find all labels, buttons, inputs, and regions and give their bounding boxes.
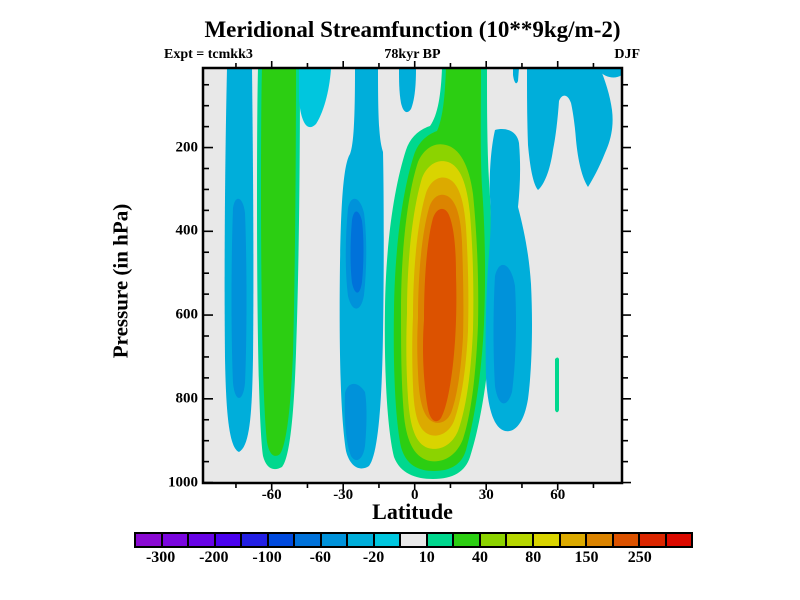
time-label: 78kyr BP: [384, 47, 441, 62]
colorbar-segment: [346, 534, 373, 546]
contour-springgreen-sliver-north: [555, 357, 559, 413]
colorbar-segment: [425, 534, 453, 546]
contour-negative-cell-north-core: [493, 264, 516, 404]
contour-main-cell-core: [423, 208, 457, 422]
colorbar-segment: [638, 534, 665, 546]
colorbar-segment: [213, 534, 241, 546]
colorbar-label: 150: [574, 549, 599, 566]
contour-plot: [201, 61, 631, 490]
colorbar-label: 40: [472, 549, 489, 566]
contour-negative-patches-north-top: [527, 68, 613, 190]
colorbar-segment: [319, 534, 347, 546]
colorbar-label: 250: [627, 549, 652, 566]
colorbar-segment: [558, 534, 586, 546]
colorbar-segment: [293, 534, 320, 546]
colorbar-segment: [531, 534, 559, 546]
season-label: DJF: [614, 47, 640, 62]
colorbar-label: -60: [309, 549, 331, 566]
experiment-label: Expt = tcmkk3: [164, 47, 253, 62]
x-axis-title: Latitude: [372, 499, 453, 524]
colorbar-segment: [585, 534, 612, 546]
y-axis-title: Pressure (in hPa): [108, 203, 133, 359]
colorbar-label: 10: [418, 549, 435, 566]
contour-negative-band-south-core: [231, 198, 247, 398]
colorbar-segment: [240, 534, 267, 546]
contour-cyan-patch-above-cell: [399, 68, 416, 113]
contour-negative-band-tropics-core-lower: [344, 383, 367, 461]
colorbar-label: -300: [145, 549, 176, 566]
colorbar-label: 80: [525, 549, 542, 566]
colorbar-segment: [399, 534, 426, 546]
colorbar: [134, 532, 693, 548]
colorbar-segment: [452, 534, 479, 546]
contour-corner-strip-north: [599, 68, 622, 78]
plot-frame: [201, 66, 624, 485]
contour-sliver-strip-top: [513, 68, 519, 84]
colorbar-segment: [611, 534, 639, 546]
chart-title: Meridional Streamfunction (10**9kg/m-2): [204, 17, 621, 42]
colorbar-segment: [478, 534, 506, 546]
colorbar-label: -100: [252, 549, 282, 566]
contour-light-patch-top: [299, 68, 331, 128]
colorbar-segment: [160, 534, 188, 546]
colorbar-segment: [505, 534, 532, 546]
colorbar-label: -20: [362, 549, 385, 566]
contour-negative-band-tropics-core-inner: [350, 211, 364, 293]
colorbar-label: -200: [199, 549, 229, 566]
colorbar-segment: [372, 534, 400, 546]
colorbar-segment: [266, 534, 294, 546]
contour-positive-band-south: [261, 68, 296, 456]
colorbar-segment: [187, 534, 214, 546]
colorbar-segment: [136, 534, 161, 546]
axis-ticks: [203, 61, 631, 490]
colorbar-segment: [664, 534, 692, 546]
